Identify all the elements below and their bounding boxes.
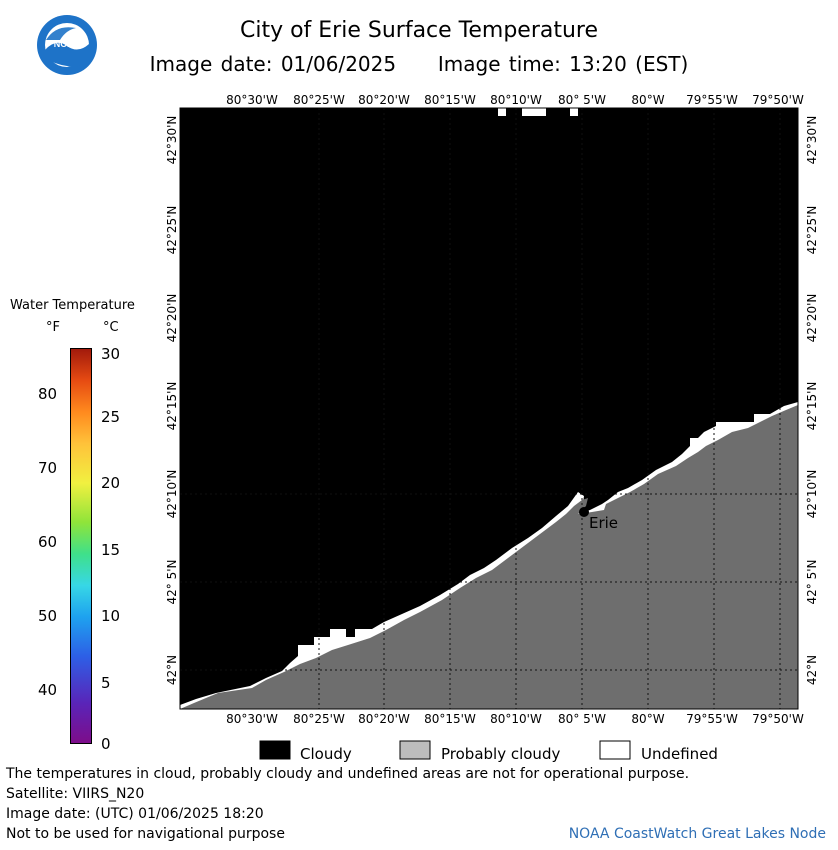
lon-label-top: 80°20'W [358, 93, 410, 107]
lon-label-bottom: 80° 5'W [558, 712, 606, 726]
colorbar-tick-c: 20 [101, 474, 121, 492]
lon-label-top: 80°25'W [293, 93, 345, 107]
noaa-logo-text: NOAA [54, 39, 81, 49]
legend-swatch-probably-cloudy [399, 740, 431, 760]
lon-label-bottom: 80°15'W [424, 712, 476, 726]
probably-cloudy-area [180, 405, 798, 709]
lon-label-top: 80°30'W [226, 93, 278, 107]
colorbar-tick-f: 60 [38, 533, 58, 551]
erie-city-label: Erie [589, 514, 618, 532]
satellite-text: Satellite: VIIRS_N20 [6, 786, 145, 802]
noaa-logo: NOAA [37, 15, 97, 75]
lat-label-right: 42°15'N [805, 382, 819, 431]
lon-label-bottom: 79°55'W [686, 712, 738, 726]
page-title: City of Erie Surface Temperature [239, 18, 599, 43]
lat-label-left: 42° 5'N [165, 560, 179, 605]
utc-date-text: Image date: (UTC) 01/06/2025 18:20 [6, 806, 264, 822]
image-time: Image time: 13:20 (EST) [437, 52, 689, 76]
lat-label-left: 42°15'N [165, 382, 179, 431]
colorbar-tick-c: 30 [101, 345, 121, 363]
lat-label-right: 42°25'N [805, 206, 819, 255]
lon-label-top: 80°15'W [424, 93, 476, 107]
lat-label-right: 42°N [805, 655, 819, 685]
undefined-pixel [522, 108, 546, 116]
lon-label-bottom: 80°10'W [490, 712, 542, 726]
colorbar-tick-c: 15 [101, 541, 121, 559]
lon-label-bottom: 80°20'W [358, 712, 410, 726]
lat-label-left: 42°20'N [165, 294, 179, 343]
category-legend: Cloudy Probably cloudy Undefined [259, 740, 718, 763]
legend-title: Water Temperature [10, 298, 135, 313]
lon-label-top: 79°55'W [686, 93, 738, 107]
lat-label-left: 42°25'N [165, 206, 179, 255]
legend-label-cloudy: Cloudy [300, 745, 352, 763]
navigation-disclaimer: Not to be used for navigational purpose [6, 826, 285, 842]
lat-label-left: 42°30'N [165, 116, 179, 165]
image-date-time: Image date: 01/06/2025 Image time: 13:20… [0, 52, 838, 76]
colorbar-tick-c: 5 [101, 674, 111, 692]
colorbar-tick-c: 25 [101, 408, 121, 426]
legend-swatch-cloudy [259, 740, 291, 760]
colorbar-tick-f: 40 [38, 681, 58, 699]
colorbar-tick-f: 80 [38, 385, 58, 403]
lon-label-bottom: 80°25'W [293, 712, 345, 726]
lon-label-top: 80° 5'W [558, 93, 606, 107]
lat-label-right: 42°30'N [805, 116, 819, 165]
legend-swatch-undefined [599, 740, 631, 760]
credit-text: NOAA CoastWatch Great Lakes Node [568, 826, 826, 842]
legend-label-undefined: Undefined [641, 745, 718, 763]
colorbar-tick-c: 10 [101, 607, 121, 625]
lon-label-top: 80°W [631, 93, 664, 107]
lon-label-bottom: 80°W [631, 712, 664, 726]
lon-label-bottom: 79°50'W [752, 712, 804, 726]
colorbar-tick-f: 50 [38, 607, 58, 625]
undefined-pixel [498, 108, 506, 116]
lon-label-bottom: 80°30'W [226, 712, 278, 726]
lat-label-right: 42°20'N [805, 294, 819, 343]
lat-label-right: 42°10'N [805, 470, 819, 519]
legend-unit-celsius: °C [103, 320, 119, 335]
temperature-colorbar [70, 348, 92, 744]
lon-label-top: 80°10'W [490, 93, 542, 107]
lon-label-top: 79°50'W [752, 93, 804, 107]
image-date: Image date: 01/06/2025 [149, 52, 397, 76]
graticule [180, 108, 798, 709]
lat-label-left: 42°10'N [165, 470, 179, 519]
erie-city-marker [579, 507, 589, 517]
colorbar-tick-f: 70 [38, 459, 58, 477]
legend-label-probably-cloudy: Probably cloudy [441, 745, 560, 763]
lat-label-right: 42° 5'N [805, 560, 819, 605]
disclaimer-text: The temperatures in cloud, probably clou… [6, 766, 690, 782]
colorbar-tick-c: 0 [101, 735, 111, 753]
undefined-pixel [570, 108, 578, 116]
legend-unit-fahrenheit: °F [46, 320, 60, 335]
lat-label-left: 42°N [165, 655, 179, 685]
